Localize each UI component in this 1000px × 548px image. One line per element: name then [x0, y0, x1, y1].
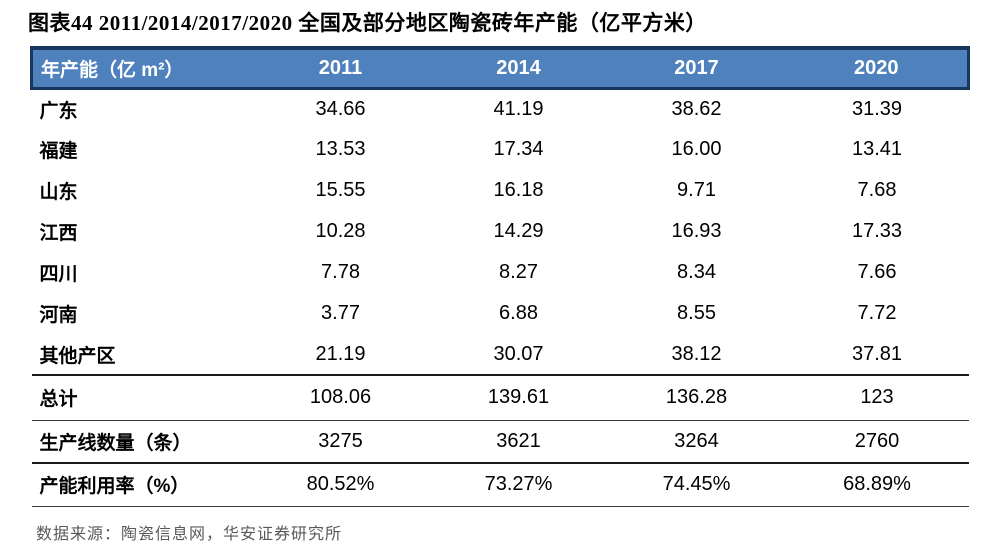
cell-value: 3.77	[321, 302, 360, 324]
cell-value: 68.89%	[843, 473, 911, 496]
cell-value: 7.78	[321, 261, 360, 283]
cell-value: 16.18	[493, 179, 544, 201]
table-row-other-regions: 其他产区 21.19 30.07 38.12 37.81	[32, 334, 969, 375]
cell-value: 80.52%	[306, 473, 375, 496]
column-header-2020: 2020	[854, 56, 899, 79]
column-header-metric: 年产能（亿 m²）	[41, 59, 184, 81]
cell-value: 17.34	[493, 138, 544, 160]
cell-value: 16.00	[671, 138, 722, 160]
column-header-2011: 2011	[318, 56, 363, 79]
row-label: 福建	[39, 141, 78, 162]
row-label: 四川	[39, 264, 78, 285]
cell-value: 6.88	[499, 302, 538, 324]
cell-value: 108.06	[309, 386, 372, 409]
report-figure: 图表44 2011/2014/2017/2020 全国及部分地区陶瓷砖年产能（亿…	[0, 7, 1000, 544]
cell-value: 139.61	[487, 386, 550, 409]
row-label: 广东	[39, 100, 78, 122]
cell-value: 16.93	[671, 220, 722, 242]
cell-value: 7.72	[857, 302, 897, 324]
cell-value: 17.33	[851, 220, 903, 242]
row-label: 其他产区	[39, 345, 116, 367]
cell-value: 8.27	[499, 261, 538, 283]
row-label: 河南	[39, 305, 78, 326]
row-label: 山东	[39, 182, 78, 203]
row-label: 总计	[39, 389, 78, 411]
cell-value: 34.66	[315, 97, 366, 120]
cell-value: 41.19	[493, 97, 544, 120]
column-header-2014: 2014	[496, 56, 541, 79]
table-row-total: 总计 108.06 139.61 136.28 123	[31, 375, 969, 420]
cell-value: 136.28	[665, 386, 728, 409]
cell-value: 37.81	[851, 342, 903, 365]
cell-value: 31.39	[851, 97, 903, 120]
cell-value: 10.28	[315, 220, 366, 242]
cell-value: 38.62	[671, 97, 722, 120]
table-row-capacity-utilization: 产能利用率（%） 80.52% 73.27% 74.45% 68.89%	[31, 463, 969, 506]
table-row-shandong: 山东 15.55 16.18 9.71 7.68	[32, 170, 969, 211]
cell-value: 3275	[318, 429, 363, 452]
cell-value: 73.27%	[484, 473, 553, 496]
cell-value: 8.55	[677, 302, 716, 324]
cell-value: 8.34	[677, 261, 716, 283]
cell-value: 15.55	[315, 179, 366, 201]
table-row-jiangxi: 江西 10.28 14.29 16.93 17.33	[32, 211, 969, 252]
cell-value: 13.41	[851, 138, 903, 160]
table-row-fujian: 福建 13.53 17.34 16.00 13.41	[32, 129, 969, 170]
table-row-production-lines: 生产线数量（条） 3275 3621 3264 2760	[31, 420, 969, 463]
row-label: 江西	[39, 223, 78, 244]
table-header-row: 年产能（亿 m²） 2011 2014 2017 2020	[31, 48, 969, 88]
table-row-guangdong: 广东 34.66 41.19 38.62 31.39	[32, 88, 969, 129]
table-row-henan: 河南 3.77 6.88 8.55 7.72	[32, 293, 969, 334]
cell-value: 21.19	[315, 342, 366, 365]
row-label: 生产线数量（条）	[39, 432, 192, 454]
column-header-2017: 2017	[674, 56, 719, 79]
cell-value: 2760	[854, 429, 900, 452]
cell-value: 7.66	[857, 261, 897, 283]
cell-value: 74.45%	[662, 473, 731, 496]
cell-value: 3264	[674, 429, 719, 452]
cell-value: 30.07	[493, 342, 544, 365]
capacity-table: 年产能（亿 m²） 2011 2014 2017 2020 广东 34.66 4…	[30, 46, 970, 507]
table-row-sichuan: 四川 7.78 8.27 8.34 7.66	[32, 252, 969, 293]
cell-value: 3621	[496, 429, 541, 452]
cell-value: 14.29	[493, 220, 544, 242]
cell-value: 13.53	[315, 138, 366, 160]
cell-value: 123	[860, 386, 894, 409]
cell-value: 38.12	[671, 342, 722, 365]
cell-value: 9.71	[677, 179, 716, 201]
cell-value: 7.68	[857, 179, 897, 201]
figure-title: 图表44 2011/2014/2017/2020 全国及部分地区陶瓷砖年产能（亿…	[28, 11, 707, 35]
row-label: 产能利用率（%）	[39, 476, 190, 498]
data-source: 数据来源：陶瓷信息网，华安证券研究所	[36, 525, 343, 543]
